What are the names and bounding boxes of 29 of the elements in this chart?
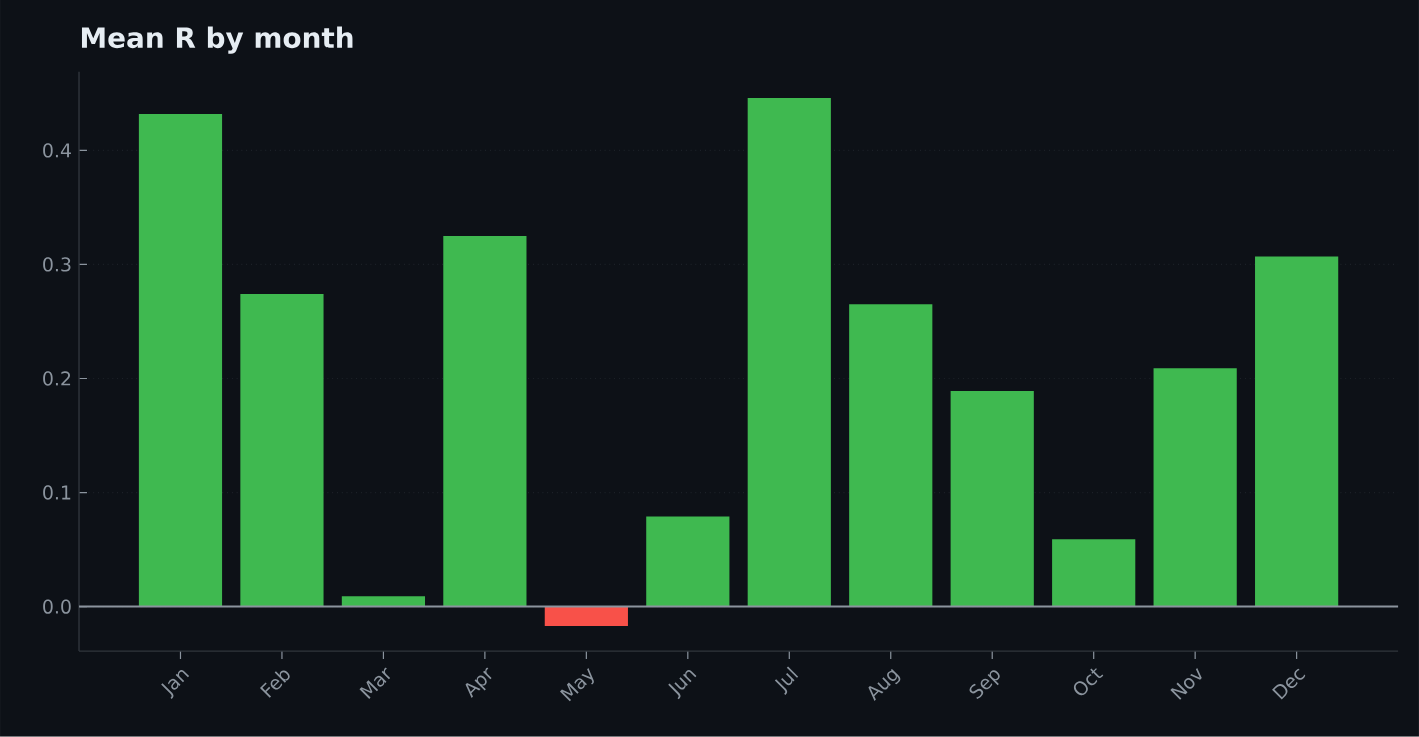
bar xyxy=(544,606,628,627)
bar xyxy=(341,596,426,607)
bar xyxy=(1255,256,1339,607)
x-tick-label: Apr xyxy=(465,667,492,699)
x-tick-label: Aug xyxy=(868,669,901,702)
bar xyxy=(443,236,527,607)
bar xyxy=(950,391,1034,607)
bar xyxy=(240,294,324,607)
x-tick-label: Jan xyxy=(161,670,190,700)
x-tick-label: Oct xyxy=(1073,668,1104,696)
bar xyxy=(646,516,730,607)
bar xyxy=(138,114,223,607)
x-tick-label: Mar xyxy=(359,667,391,700)
x-tick-label: Dec xyxy=(1272,668,1306,700)
bar xyxy=(1052,539,1136,607)
bar xyxy=(1153,368,1237,607)
bar xyxy=(747,98,831,607)
y-tick-label: 0.4 xyxy=(43,143,71,158)
x-tick-label: Nov xyxy=(1170,668,1202,700)
x-tick-label: Feb xyxy=(259,670,290,698)
y-tick-label: 0.1 xyxy=(43,485,71,500)
y-tick-label: 0.3 xyxy=(43,257,71,272)
y-tick-label: 0.0 xyxy=(43,599,71,614)
bar xyxy=(849,304,933,607)
x-tick-label: Jun xyxy=(668,670,697,700)
x-tick-label: Jul xyxy=(774,666,799,696)
x-tick-label: Sep xyxy=(969,670,1000,700)
chart-title: Mean R by month xyxy=(81,26,353,54)
y-tick-label: 0.2 xyxy=(43,371,71,386)
